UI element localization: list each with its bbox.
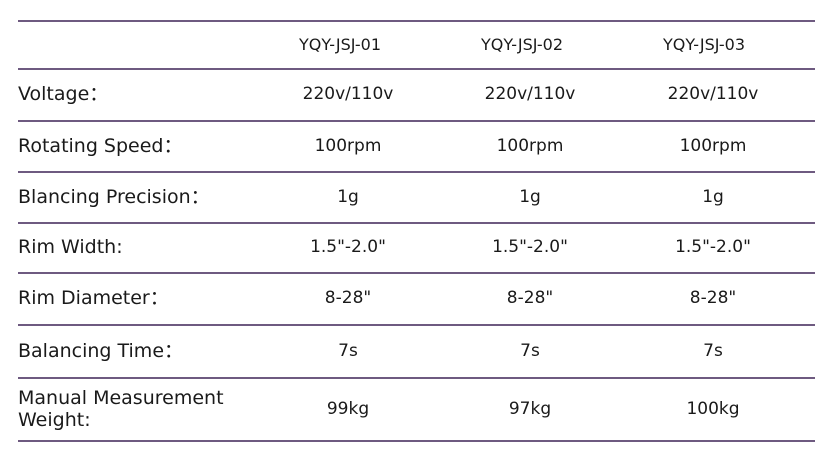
spec-value: 1.5"-2.0" (675, 237, 751, 257)
spec-value: 7s (520, 340, 540, 361)
row-label: Rim Width: (18, 236, 123, 258)
row-divider (18, 272, 815, 274)
row-label: Voltage： (18, 83, 109, 105)
spec-value: 8-28" (506, 288, 554, 308)
spec-value: 1g (519, 186, 541, 207)
row-divider (18, 68, 815, 70)
spec-value: 220v/110v (667, 84, 759, 104)
spec-value: 1g (702, 186, 724, 207)
spec-value: 100rpm (314, 135, 382, 156)
row-divider (18, 440, 815, 442)
row-divider (18, 377, 815, 379)
column-header: YQY-JSJ-01 (298, 34, 382, 54)
row-label: Manual Measurement Weight: (18, 386, 224, 431)
spec-value: 1.5"-2.0" (492, 237, 568, 257)
spec-value: 220v/110v (484, 84, 576, 104)
row-label: Rotating Speed： (18, 134, 183, 157)
spec-value: 1.5"-2.0" (310, 237, 386, 257)
row-label: Rim Diameter： (18, 287, 169, 309)
row-label: Blancing Precision： (18, 185, 210, 208)
spec-value: 1g (337, 186, 359, 207)
column-header: YQY-JSJ-02 (480, 34, 564, 54)
row-divider (18, 171, 815, 173)
spec-value: 100rpm (496, 135, 564, 156)
row-divider (18, 222, 815, 224)
spec-value: 99kg (326, 398, 370, 419)
row-divider (18, 20, 815, 22)
spec-value: 100kg (686, 398, 740, 419)
row-label: Balancing Time： (18, 339, 184, 362)
row-divider (18, 120, 815, 122)
spec-value: 7s (703, 340, 723, 361)
spec-value: 7s (338, 340, 358, 361)
spec-value: 220v/110v (302, 84, 394, 104)
row-divider (18, 324, 815, 326)
spec-value: 8-28" (689, 288, 737, 308)
spec-value: 100rpm (679, 135, 747, 156)
column-header: YQY-JSJ-03 (662, 34, 746, 54)
spec-value: 97kg (508, 398, 552, 419)
spec-value: 8-28" (324, 288, 372, 308)
